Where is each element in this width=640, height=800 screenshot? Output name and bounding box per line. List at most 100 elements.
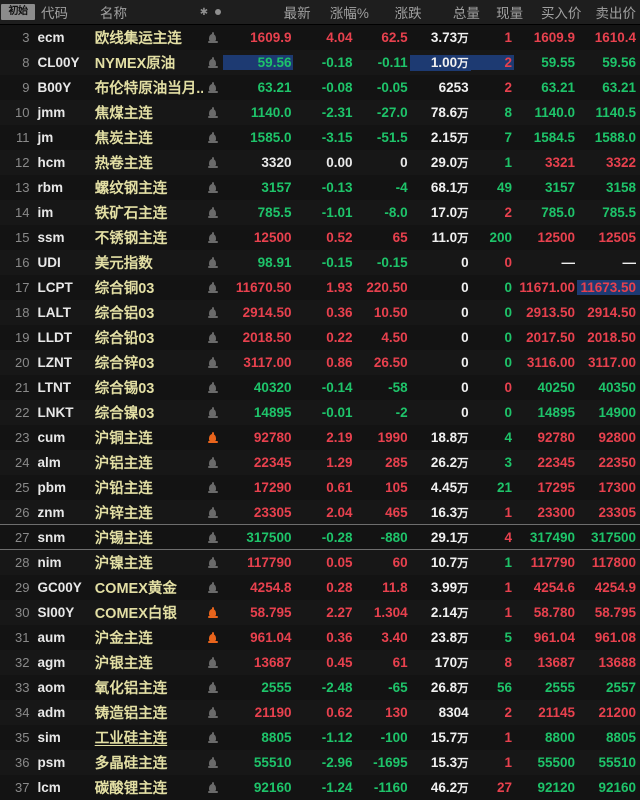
cell-code[interactable]: aom — [37, 680, 66, 695]
cell-name[interactable]: 综合铜03 — [94, 281, 155, 297]
cell-code[interactable]: pbm — [37, 480, 67, 495]
table-row[interactable]: 22 LNKT 综合镍03 14895 -0.01 -2 0 0 14895 14900 — [0, 400, 640, 425]
cell-name[interactable]: 沪锡主连 — [94, 531, 153, 547]
column-header-volume[interactable]: 总量 — [452, 6, 480, 21]
cell-code[interactable]: SI00Y — [37, 605, 75, 620]
cell-code[interactable]: sim — [37, 730, 61, 745]
column-header-ask[interactable]: 卖出价 — [595, 6, 636, 21]
table-row[interactable]: 18 LALT 综合铝03 2914.50 0.36 10.50 0 0 2913.50 2914… — [0, 300, 640, 325]
cell-name[interactable]: 沪锌主连 — [94, 506, 153, 522]
column-header-now-volume[interactable]: 现量 — [496, 6, 524, 21]
cell-code[interactable]: jm — [37, 130, 54, 145]
cell-name[interactable]: 沪银主连 — [94, 656, 153, 672]
cell-code[interactable]: GC00Y — [37, 580, 82, 595]
cell-code[interactable]: LCPT — [37, 280, 73, 295]
cell-code[interactable]: im — [37, 205, 54, 220]
cell-name[interactable]: 氧化铝主连 — [94, 681, 168, 697]
cell-code[interactable]: jmm — [37, 105, 66, 120]
table-row[interactable]: 9 B00Y 布伦特原油当月... 63.21 -0.08 -0.05 6253 2 63.21… — [0, 75, 640, 100]
alarm-bell-icon[interactable] — [203, 655, 223, 670]
cell-name[interactable]: 综合镍03 — [94, 406, 155, 422]
alarm-bell-icon[interactable] — [203, 480, 223, 495]
table-row[interactable]: 19 LLDT 综合铅03 2018.50 0.22 4.50 0 0 2017.50 2018.… — [0, 325, 640, 350]
alarm-bell-icon[interactable] — [203, 180, 223, 195]
cell-code[interactable]: alm — [37, 455, 61, 470]
cell-name[interactable]: 工业硅主连 — [94, 731, 168, 747]
table-row[interactable]: 25 pbm 沪铅主连 17290 0.61 105 4.45万 21 17295 17300 — [0, 475, 640, 500]
cell-name[interactable]: 不锈钢主连 — [94, 231, 168, 247]
table-row[interactable]: 29 GC00Y COMEX黄金 4254.8 0.28 11.8 3.99万 1 4254.6… — [0, 575, 640, 600]
header-icon-group[interactable]: ✱ — [200, 7, 243, 18]
table-row[interactable]: 28 nim 沪镍主连 117790 0.05 60 10.7万 1 117790 117800 — [0, 550, 640, 575]
alarm-bell-icon[interactable] — [203, 280, 223, 295]
alarm-bell-icon[interactable] — [203, 780, 223, 795]
cell-code[interactable]: LNKT — [37, 405, 74, 420]
alarm-bell-icon[interactable] — [203, 130, 223, 145]
cell-name[interactable]: 焦炭主连 — [94, 131, 153, 147]
column-header-bid[interactable]: 买入价 — [540, 6, 582, 21]
cell-name[interactable]: 综合铅03 — [94, 331, 155, 347]
table-row[interactable]: 24 alm 沪铝主连 22345 1.29 285 26.2万 3 22345 22350 — [0, 450, 640, 475]
cell-code[interactable]: lcm — [37, 780, 61, 795]
cell-code[interactable]: psm — [37, 755, 66, 770]
cell-name[interactable]: 螺纹钢主连 — [94, 181, 168, 197]
alarm-bell-icon[interactable] — [203, 155, 223, 170]
cell-name[interactable]: 欧线集运主连 — [94, 31, 182, 47]
table-row[interactable]: 37 lcm 碳酸锂主连 92160 -1.24 -1160 46.2万 27 92120 921… — [0, 775, 640, 800]
alarm-bell-icon[interactable] — [203, 630, 223, 645]
column-header-pct[interactable]: 涨幅% — [329, 6, 369, 21]
table-row[interactable]: 36 psm 多晶硅主连 55510 -2.96 -1695 15.3万 1 55500 5551… — [0, 750, 640, 775]
cell-name[interactable]: 沪铝主连 — [94, 456, 153, 472]
alarm-bell-icon[interactable] — [203, 105, 223, 120]
cell-code[interactable]: ecm — [37, 30, 65, 45]
cell-name[interactable]: 铁矿石主连 — [94, 206, 168, 222]
header-tab-initial[interactable]: 初始 — [1, 4, 35, 20]
table-row[interactable]: 15 ssm 不锈钢主连 12500 0.52 65 11.0万 200 12500 12505 — [0, 225, 640, 250]
cell-name[interactable]: COMEX黄金 — [94, 581, 177, 597]
cell-code[interactable]: snm — [37, 530, 66, 545]
circle-icon[interactable] — [215, 9, 222, 15]
table-row[interactable]: 16 UDI 美元指数 98.91 -0.15 -0.15 0 0 — — — [0, 250, 640, 275]
table-row[interactable]: 27 snm 沪锡主连 317500 -0.28 -880 29.1万 4 317490 3175… — [0, 524, 640, 550]
cell-name[interactable]: 美元指数 — [94, 256, 153, 272]
cell-name[interactable]: 焦煤主连 — [94, 106, 153, 122]
alarm-bell-icon[interactable] — [203, 705, 223, 720]
alarm-bell-icon[interactable] — [203, 330, 223, 345]
alarm-bell-icon[interactable] — [203, 430, 223, 445]
table-row[interactable]: 13 rbm 螺纹钢主连 3157 -0.13 -4 68.1万 49 3157 3158 — [0, 175, 640, 200]
cell-code[interactable]: LALT — [37, 305, 72, 320]
alarm-bell-icon[interactable] — [203, 355, 223, 370]
table-row[interactable]: 32 agm 沪银主连 13687 0.45 61 170万 8 13687 13688 — [0, 650, 640, 675]
table-row[interactable]: 14 im 铁矿石主连 785.5 -1.01 -8.0 17.0万 2 785.0 785.5 — [0, 200, 640, 225]
table-row[interactable]: 20 LZNT 综合锌03 3117.00 0.86 26.50 0 0 3116.00 3117… — [0, 350, 640, 375]
table-row[interactable]: 33 aom 氧化铝主连 2555 -2.48 -65 26.8万 56 2555 2557 — [0, 675, 640, 700]
table-row[interactable]: 35 sim 工业硅主连 8805 -1.12 -100 15.7万 1 8800 8805 — [0, 725, 640, 750]
cell-code[interactable]: LZNT — [37, 355, 73, 370]
cell-name[interactable]: 综合铝03 — [94, 306, 155, 322]
column-header-name[interactable]: 名称 — [100, 6, 128, 21]
alarm-bell-icon[interactable] — [203, 455, 223, 470]
alarm-bell-icon[interactable] — [203, 680, 223, 695]
cell-code[interactable]: LTNT — [37, 380, 72, 395]
cell-name[interactable]: 沪金主连 — [94, 631, 153, 647]
alarm-bell-icon[interactable] — [203, 55, 223, 70]
cell-code[interactable]: agm — [37, 655, 66, 670]
cell-name[interactable]: 综合锡03 — [94, 381, 155, 397]
cell-name[interactable]: NYMEX原油 — [94, 56, 176, 72]
cell-code[interactable]: cum — [37, 430, 66, 445]
cell-code[interactable]: aum — [37, 630, 66, 645]
cell-name[interactable]: 碳酸锂主连 — [94, 781, 168, 797]
cell-code[interactable]: hcm — [37, 155, 66, 170]
cell-code[interactable]: LLDT — [37, 330, 73, 345]
cell-code[interactable]: B00Y — [37, 80, 72, 95]
alarm-bell-icon[interactable] — [203, 555, 223, 570]
cell-name[interactable]: 沪镍主连 — [94, 556, 153, 572]
cell-name[interactable]: 热卷主连 — [94, 156, 153, 172]
table-row[interactable]: 17 LCPT 综合铜03 11670.50 1.93 220.50 0 0 11671.00 1… — [0, 275, 640, 300]
column-header-change[interactable]: 涨跌 — [394, 6, 422, 21]
cell-name[interactable]: 铸造铝主连 — [94, 706, 168, 722]
alarm-bell-icon[interactable] — [203, 305, 223, 320]
alarm-bell-icon[interactable] — [203, 205, 223, 220]
cell-code[interactable]: rbm — [37, 180, 64, 195]
cell-code[interactable]: znm — [37, 505, 65, 520]
